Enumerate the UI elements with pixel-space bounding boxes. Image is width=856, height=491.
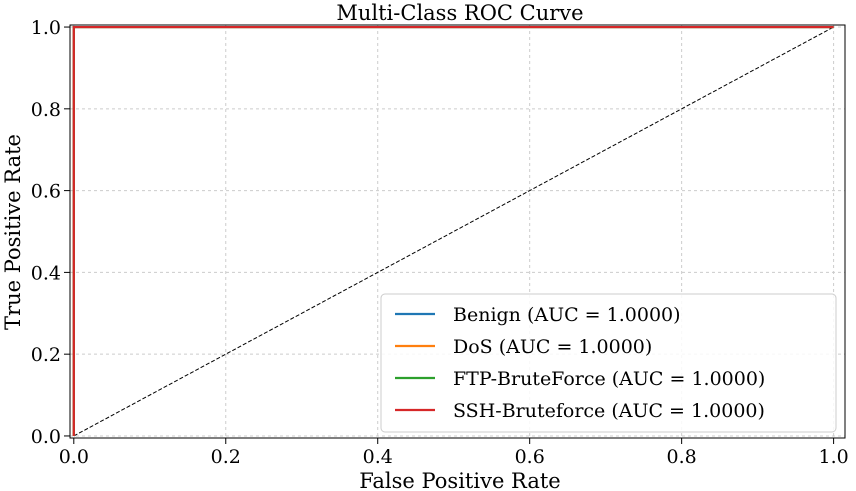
x-axis-label: False Positive Rate (359, 469, 560, 491)
plot-area (72, 25, 834, 437)
legend-label-ssh-bruteforce: SSH-Bruteforce (AUC = 1.0000) (453, 400, 765, 422)
x-tick-label: 0.4 (363, 446, 393, 468)
x-tick-label: 0.0 (59, 446, 89, 468)
legend-label-ftp-bruteforce: FTP-BruteForce (AUC = 1.0000) (453, 368, 765, 390)
y-tick-label: 0.2 (31, 344, 61, 366)
x-axis-ticks: 0.0 0.2 0.4 0.6 0.8 1.0 (59, 438, 849, 468)
x-tick-label: 1.0 (818, 446, 848, 468)
x-tick-label: 0.6 (515, 446, 545, 468)
legend-label-dos: DoS (AUC = 1.0000) (453, 336, 652, 358)
y-axis-label: True Positive Rate (1, 134, 25, 330)
y-tick-label: 0.6 (31, 181, 61, 203)
plot-frame (69, 24, 846, 439)
x-tick-label: 0.2 (211, 446, 241, 468)
chart-title: Multi-Class ROC Curve (336, 1, 583, 25)
x-tick-label: 0.8 (667, 446, 697, 468)
y-tick-label: 0.4 (31, 262, 61, 284)
y-tick-label: 1.0 (31, 17, 61, 39)
legend-label-benign: Benign (AUC = 1.0000) (453, 304, 681, 326)
y-axis-ticks: 0.0 0.2 0.4 0.6 0.8 1.0 (31, 17, 70, 448)
legend-box (380, 293, 837, 433)
legend: Benign (AUC = 1.0000) DoS (AUC = 1.0000) F… (380, 293, 837, 433)
y-tick-label: 0.8 (31, 99, 61, 121)
y-tick-label: 0.0 (31, 426, 61, 448)
roc-curve-ssh-bruteforce (72, 25, 834, 436)
